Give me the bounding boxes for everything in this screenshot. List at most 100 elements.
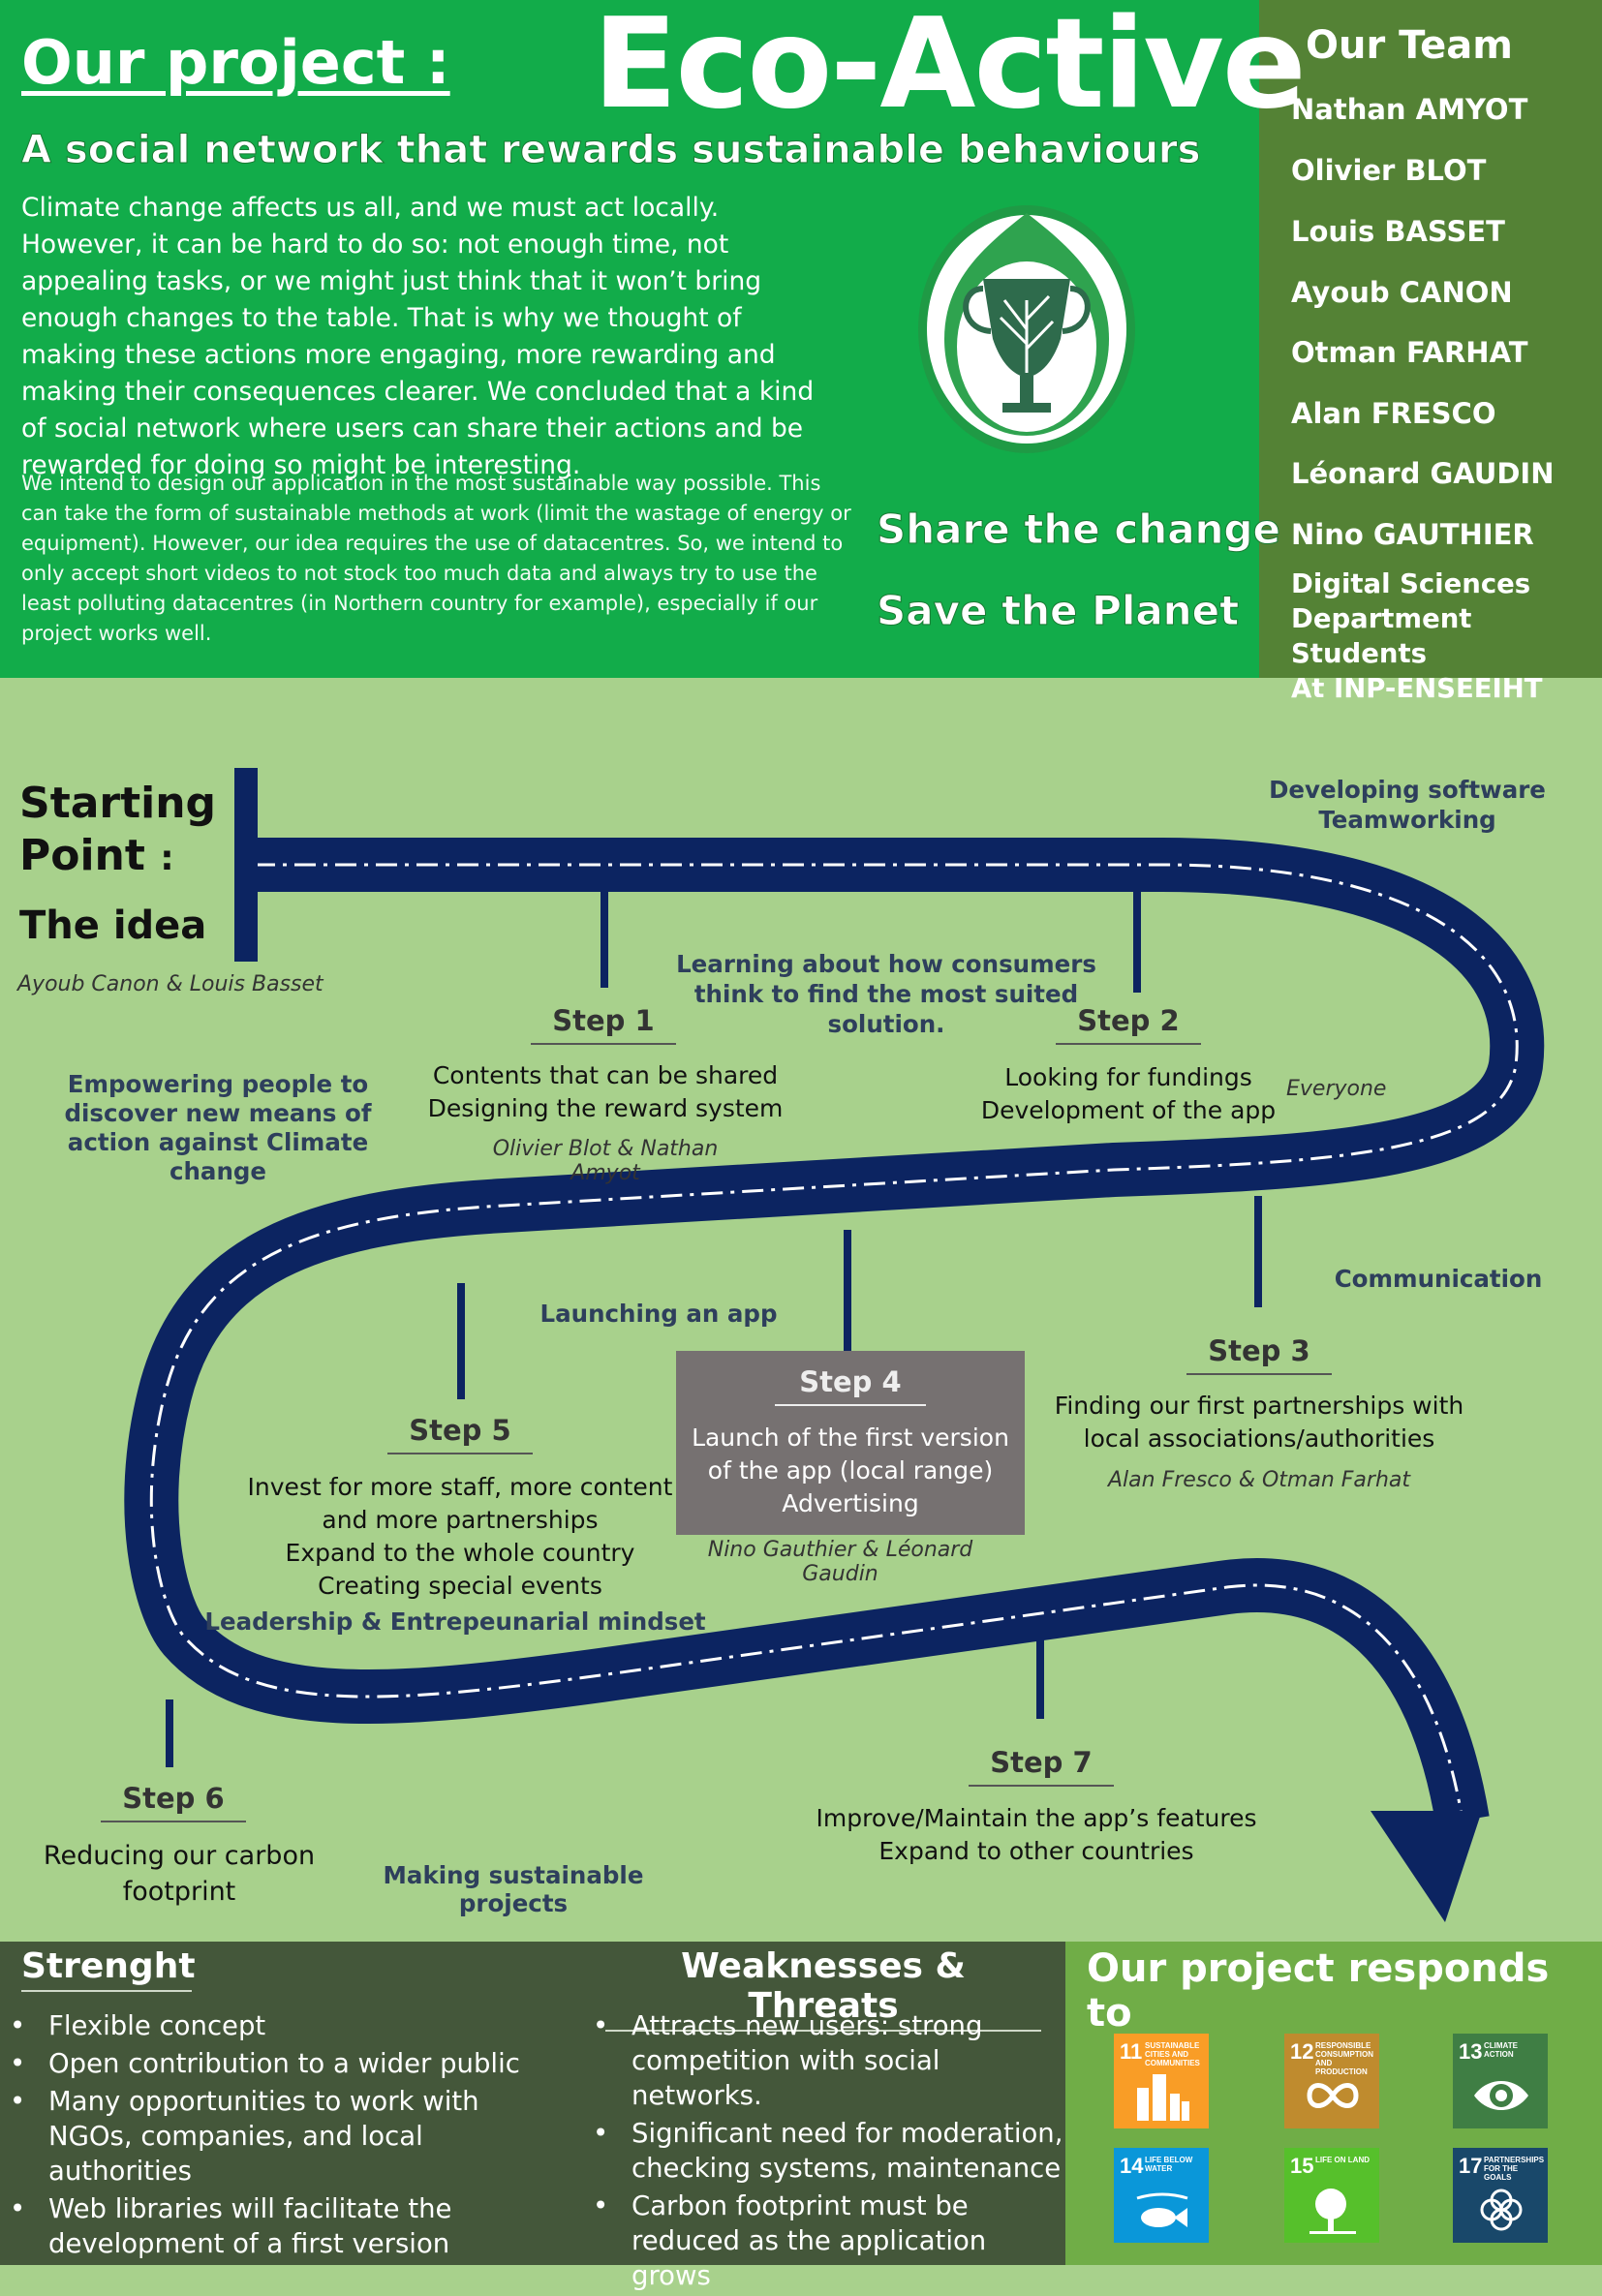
- sdg-label: Climate action: [1484, 2041, 1518, 2059]
- step-1-authors: Olivier Blot & Nathan Amyot: [492, 1137, 719, 1185]
- step-2-title: Step 2: [1056, 1004, 1201, 1045]
- step-line: Improve/Maintain the app’s features: [816, 1804, 1257, 1832]
- step-4-box: [676, 1351, 1025, 1535]
- slogan-save: Save the Planet: [876, 587, 1240, 635]
- step-5-title: Step 5: [387, 1414, 533, 1454]
- step-line: Designing the reward system: [427, 1094, 784, 1122]
- strength-item: Web libraries will facilitate the develo…: [10, 2191, 552, 2261]
- empowering-text: Empowering people to discover new means …: [64, 1070, 372, 1185]
- step-7-body: Improve/Maintain the app’s features Expa…: [814, 1802, 1259, 1868]
- step-4-body: Launch of the first version of the app (…: [676, 1422, 1025, 1520]
- step-line: Advertising: [782, 1489, 919, 1517]
- starting-point-heading: Starting Point :: [19, 778, 216, 885]
- team-member: Léonard GAUDIN: [1291, 457, 1555, 490]
- department-line: Digital Sciences: [1291, 568, 1531, 599]
- sdg-title: Our project responds to: [1087, 1946, 1550, 2036]
- team-member: Otman FARHAT: [1291, 336, 1528, 369]
- start-bar: [234, 768, 258, 962]
- sdg-label: Responsible consumption and production: [1315, 2041, 1373, 2076]
- step-line: footprint: [122, 1877, 236, 1907]
- step-7-title: Step 7: [969, 1746, 1114, 1787]
- skill-sustainable: Making sustainable projects: [383, 1861, 644, 1917]
- sdg-14-tile: 14 Life below water: [1114, 2148, 1209, 2243]
- step-line: Invest for more staff, more content: [247, 1473, 673, 1501]
- sdg-number: 12: [1290, 2039, 1314, 2064]
- start-point-word: Point: [19, 831, 145, 880]
- roadmap-road: [124, 768, 1545, 1922]
- eco-active-logo: [915, 203, 1138, 479]
- step-6-connector: [166, 1699, 173, 1767]
- weakness-item: Attracts new users: strong competition w…: [593, 2008, 1065, 2113]
- city-icon: [1137, 2074, 1189, 2121]
- step-3-body: Finding our first partnerships with loca…: [1046, 1390, 1472, 1455]
- step-3-title: Step 3: [1186, 1334, 1332, 1375]
- step-5-connector: [457, 1283, 465, 1399]
- step-line: of the app (local range): [707, 1456, 994, 1485]
- sdg-number: 17: [1459, 2154, 1483, 2178]
- sdg-label: Life below water: [1145, 2156, 1193, 2173]
- step-line: Looking for fundings: [1004, 1063, 1252, 1091]
- team-member: Olivier BLOT: [1291, 154, 1487, 187]
- step-connectors: [166, 886, 1262, 1767]
- sustainability-paragraph: We intend to design our application in t…: [21, 472, 851, 645]
- weaknesses-list: Attracts new users: strong competition w…: [593, 2008, 1065, 2296]
- step-2-body: Looking for fundings Development of the …: [954, 1061, 1303, 1127]
- department-line: Department Students: [1291, 603, 1472, 669]
- start-colon: :: [160, 839, 174, 878]
- step-line: Launch of the first version: [692, 1424, 1009, 1452]
- sdg-number: 15: [1290, 2154, 1314, 2178]
- team-title: Our Team: [1306, 23, 1513, 68]
- step-line: Reducing our carbon: [43, 1841, 316, 1871]
- skill-communication: Communication: [1334, 1265, 1543, 1293]
- app-name-title: Eco-Active: [593, 0, 1307, 137]
- department-label: Digital Sciences Department Students At …: [1291, 566, 1602, 706]
- step-7-connector: [1036, 1622, 1044, 1719]
- step-3-connector: [1254, 1196, 1262, 1307]
- team-member: Nino GAUTHIER: [1291, 518, 1534, 551]
- start-authors: Ayoub Canon & Louis Basset: [17, 972, 323, 996]
- sdg-12-tile: 12 Responsible consumption and productio…: [1284, 2034, 1379, 2128]
- skill-launching: Launching an app: [539, 1300, 778, 1328]
- step-3-authors: Alan Fresco & Otman Farhat: [1108, 1468, 1410, 1492]
- step-1-body: Contents that can be shared Designing th…: [407, 1059, 804, 1125]
- tagline: A social network that rewards sustainabl…: [20, 128, 1201, 173]
- skill-software: Developing software Teamworking: [1269, 776, 1546, 834]
- sdg-number: 13: [1459, 2039, 1483, 2064]
- the-idea-heading: The idea: [19, 903, 207, 948]
- sdg-number: 14: [1120, 2154, 1144, 2178]
- tree-icon: [1309, 2189, 1356, 2234]
- step-6-title: Step 6: [101, 1782, 246, 1822]
- start-line: Point :: [19, 830, 216, 885]
- step-6-body: Reducing our carbon footprint: [29, 1838, 329, 1910]
- our-project-heading: Our project :: [21, 27, 450, 98]
- step-2-connector: [1133, 886, 1141, 993]
- step-line: Expand to other countries: [878, 1837, 1194, 1865]
- slogan-share: Share the change: [877, 505, 1281, 554]
- flower-icon: [1480, 2189, 1523, 2231]
- sdg-17-tile: 17 Partnerships for the goals: [1453, 2148, 1548, 2243]
- strengths-title: Strenght: [21, 1946, 196, 1992]
- skill-consumers: Learning about how consumers think to fi…: [676, 950, 1096, 1038]
- intro-paragraph: Climate change affects us all, and we mu…: [21, 193, 815, 480]
- team-member: Ayoub CANON: [1291, 276, 1513, 309]
- sdg-15-tile: 15 Life on land: [1284, 2148, 1379, 2243]
- step-4-connector: [844, 1230, 851, 1354]
- step-4-authors: Nino Gauthier & Léonard Gaudin: [707, 1538, 973, 1586]
- eye-globe-icon: [1474, 2081, 1528, 2110]
- sdg-number: 11: [1120, 2039, 1143, 2064]
- step-5-body: Invest for more staff, more content and …: [237, 1471, 683, 1603]
- sdg-13-tile: 13 Climate action: [1453, 2034, 1548, 2128]
- skill-leadership: Leadership & Entrepeunarial mindset: [204, 1607, 706, 1636]
- everyone-label: Everyone: [1286, 1077, 1387, 1101]
- weakness-item: Significant need for moderation, checkin…: [593, 2116, 1065, 2186]
- weakness-item: Carbon footprint must be reduced as the …: [593, 2189, 1065, 2293]
- step-line: local associations/authorities: [1083, 1424, 1435, 1453]
- infinity-icon: [1307, 2083, 1359, 2108]
- step-line: Creating special events: [318, 1572, 602, 1600]
- step-line: Contents that can be shared: [432, 1061, 779, 1089]
- strength-item: Many opportunities to work with NGOs, co…: [10, 2084, 552, 2189]
- step-4-title: Step 4: [775, 1365, 926, 1406]
- fish-icon: [1136, 2192, 1188, 2227]
- step-1-title: Step 1: [531, 1004, 676, 1045]
- step-line: Finding our first partnerships with: [1054, 1392, 1464, 1420]
